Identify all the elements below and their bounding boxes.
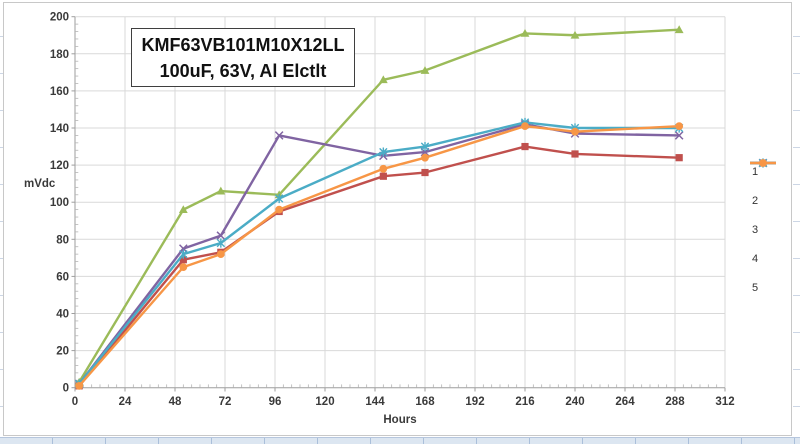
worksheet-bottom-strip [0,437,800,444]
y-tick-label: 120 [50,160,69,172]
y-tick-label: 40 [56,309,69,321]
y-tick-label: 160 [50,86,69,98]
legend-label: 3 [752,223,759,236]
chart-border [3,2,792,436]
x-tick-label: 288 [665,396,685,408]
y-tick-label: 80 [56,234,69,246]
legend-item-4: 4 [750,158,776,273]
y-tick-label: 140 [50,123,69,135]
x-tick-label: 168 [415,396,435,408]
y-tick-label: 180 [50,49,69,61]
x-tick-label: 96 [269,396,282,408]
x-tick-label: 216 [515,396,534,408]
legend-item-5: 5 [750,159,776,302]
y-tick-label: 200 [50,12,69,24]
y-tick-label: 0 [63,383,69,395]
chart-area: 0 20 40 60 80 100 120 140 160 180 200 0 24 48 72 96 120 1… [3,2,792,436]
legend-label: 2 [752,194,759,207]
x-tick-label: 240 [565,396,584,408]
x-tick-label: 24 [119,396,132,408]
worksheet-left-edge [0,0,3,437]
worksheet-right-edge [793,0,800,437]
legend-marker-circle-icon [750,159,776,167]
y-tick-label: 20 [56,346,69,358]
tick-labels: 0 20 40 60 80 100 120 140 160 180 200 0 24 48 72 96 120 1… [50,12,735,408]
chart-title-line1: KMF63VB101M10X12LL [141,34,345,55]
x-tick-label: 312 [715,396,734,408]
x-tick-label: 264 [615,396,635,408]
series-5-line [75,122,684,390]
x-tick-label: 144 [365,396,385,408]
legend-label: 5 [752,281,759,294]
axes [71,16,726,392]
x-tick-label: 48 [169,396,182,408]
legend: 1 2 3 4 5 [750,157,776,302]
x-tick-label: 192 [465,396,484,408]
x-tick-label: 120 [315,396,334,408]
x-tick-label: 72 [219,396,232,408]
legend-item-3: 3 [750,158,776,244]
chart-title-box: KMF63VB101M10X12LL 100uF, 63V, Al Elctlt [131,28,355,87]
x-tick-label: 0 [72,396,78,408]
y-tick-label: 60 [56,271,69,283]
legend-item-2: 2 [750,158,776,215]
legend-label: 1 [752,165,759,178]
legend-label: 4 [752,252,759,265]
y-axis-title: mVdc [24,178,56,190]
chart-title-line2: 100uF, 63V, Al Elctlt [159,60,327,81]
x-axis-title: Hours [383,414,417,426]
y-tick-label: 100 [50,197,69,209]
